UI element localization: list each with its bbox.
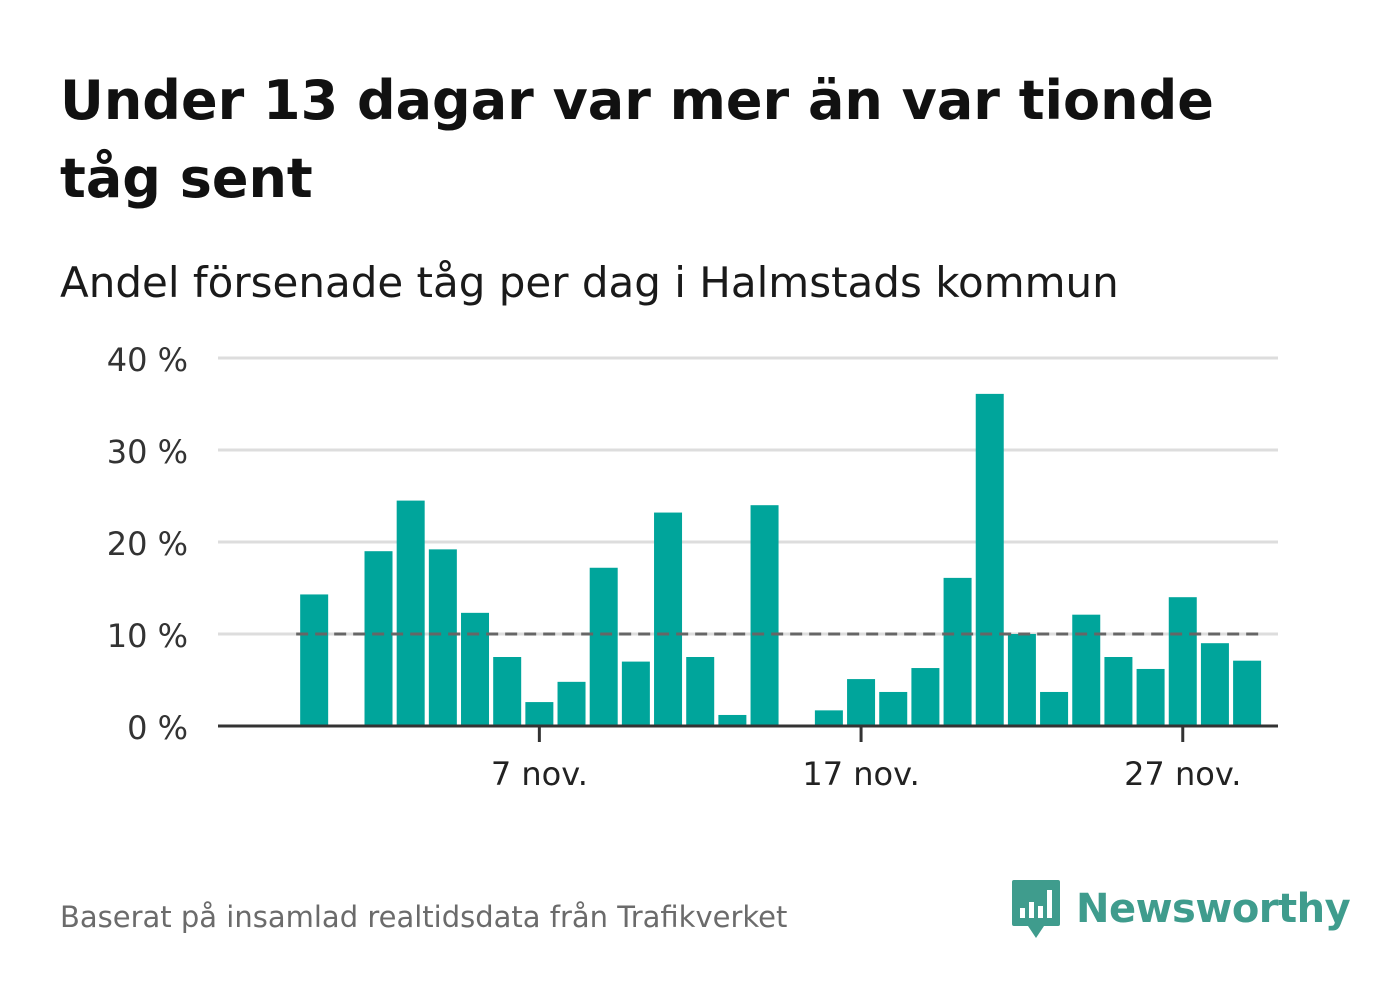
bar — [686, 657, 715, 726]
y-axis-tick-labels: 0 % 10 % 20 % 30 % 40 % — [107, 341, 188, 747]
x-tick-label: 17 nov. — [802, 755, 919, 793]
bar — [975, 393, 1004, 726]
bar — [1168, 597, 1197, 726]
bar — [847, 679, 876, 726]
y-tick-label: 20 % — [107, 525, 188, 563]
source-note: Baserat på insamlad realtidsdata från Tr… — [60, 900, 788, 934]
bar — [589, 567, 618, 726]
x-axis — [218, 724, 1278, 742]
y-tick-label: 0 % — [127, 709, 188, 747]
newsworthy-chart-bubble-icon — [1012, 880, 1060, 938]
bar — [1200, 643, 1229, 726]
bar — [364, 551, 393, 726]
bar — [1136, 668, 1165, 726]
y-tick-label: 30 % — [107, 433, 188, 471]
chart-subtitle: Andel försenade tåg per dag i Halmstads … — [60, 258, 1119, 307]
bar — [557, 681, 586, 726]
bar — [1104, 657, 1133, 726]
page-title: Under 13 dagar var mer än var tionde tåg… — [60, 69, 1214, 210]
bar — [396, 500, 425, 726]
x-axis-tick-labels: 7 nov. 17 nov. 27 nov. — [491, 755, 1242, 793]
x-tick-label: 7 nov. — [491, 755, 588, 793]
bar — [814, 710, 843, 726]
bar — [1072, 614, 1101, 726]
bar — [1040, 691, 1069, 726]
bar — [493, 657, 522, 726]
bar — [718, 714, 747, 726]
bar-chart: 0 % 10 % 20 % 30 % 40 % 7 nov. 17 nov. 27 nov. — [107, 341, 1278, 793]
bar — [1233, 660, 1262, 726]
bar — [621, 661, 650, 726]
bars — [300, 393, 1262, 726]
brand-name: Newsworthy — [1076, 886, 1351, 932]
bar — [428, 549, 457, 726]
bar — [943, 577, 972, 726]
x-tick-label: 27 nov. — [1124, 755, 1241, 793]
bar — [911, 668, 940, 726]
bar — [1007, 634, 1036, 726]
bar — [879, 691, 908, 726]
bar — [525, 702, 554, 726]
bar — [750, 505, 779, 726]
bar — [300, 594, 329, 726]
bar — [654, 512, 683, 726]
y-tick-label: 10 % — [107, 617, 188, 655]
y-tick-label: 40 % — [107, 341, 188, 379]
brand-logo-group: Newsworthy — [1010, 878, 1351, 940]
bar — [461, 612, 490, 726]
